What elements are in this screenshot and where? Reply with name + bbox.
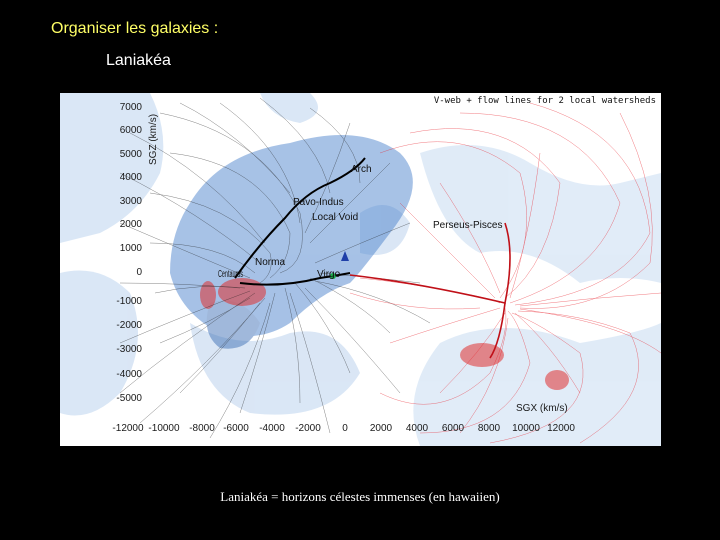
perseus-pisces-flow-lines — [349, 102, 661, 444]
laniakea-basin — [170, 135, 413, 349]
y-tick: 2000 — [120, 219, 143, 230]
y-axis-label: SGZ (km/s) — [148, 114, 159, 165]
flow-lines-plot: Arch Pavo-Indus Local Void Perseus-Pisce… — [60, 93, 661, 446]
x-tick: -2000 — [295, 423, 321, 434]
y-ticks: 7000 6000 5000 4000 3000 2000 1000 0 -10… — [116, 102, 142, 404]
figure-header: V-web + flow lines for 2 local watershed… — [434, 96, 656, 106]
y-tick: -2000 — [116, 320, 142, 331]
void-regions — [60, 93, 661, 446]
x-tick: 10000 — [512, 423, 540, 434]
label-virgo: Virgo — [317, 269, 341, 280]
x-ticks: -12000 -10000 -8000 -6000 -4000 -2000 0 … — [112, 423, 575, 434]
x-tick: -8000 — [189, 423, 215, 434]
label-local-void: Local Void — [312, 212, 358, 223]
y-tick: -4000 — [116, 369, 142, 380]
label-arch: Arch — [351, 164, 372, 175]
y-tick: 7000 — [120, 102, 143, 113]
laniakea-flow-lines — [119, 97, 431, 439]
label-perseus-pisces: Perseus-Pisces — [433, 220, 502, 231]
y-tick: -1000 — [116, 296, 142, 307]
label-centaurus: Centaurus — [218, 269, 243, 280]
x-tick: 4000 — [406, 423, 429, 434]
x-tick: 8000 — [478, 423, 501, 434]
slide-subtitle: Laniakéa — [106, 52, 171, 69]
y-tick: 6000 — [120, 125, 143, 136]
perseus-pisces-filament — [349, 222, 511, 359]
y-tick: 3000 — [120, 196, 143, 207]
x-tick: -10000 — [148, 423, 180, 434]
x-tick: -12000 — [112, 423, 144, 434]
x-tick: -6000 — [223, 423, 249, 434]
label-pavo-indus: Pavo-Indus — [293, 197, 344, 208]
flow-lines-figure: Arch Pavo-Indus Local Void Perseus-Pisce… — [60, 93, 661, 446]
y-tick: -3000 — [116, 344, 142, 355]
y-tick: 4000 — [120, 172, 143, 183]
x-tick: 12000 — [547, 423, 575, 434]
virgo-marker — [330, 273, 336, 279]
y-tick: 5000 — [120, 149, 143, 160]
slide-caption: Laniakéa = horizons célestes immenses (e… — [220, 489, 500, 504]
x-tick: 2000 — [370, 423, 393, 434]
x-tick: 0 — [342, 423, 348, 434]
perseus-pisces-regions — [200, 278, 569, 390]
x-tick: 6000 — [442, 423, 465, 434]
y-tick: 1000 — [120, 243, 143, 254]
slide-title: Organiser les galaxies : — [51, 20, 219, 37]
y-tick: -5000 — [116, 393, 142, 404]
y-tick: 0 — [136, 267, 142, 278]
x-tick: -4000 — [259, 423, 285, 434]
label-norma: Norma — [255, 257, 285, 268]
local-group-marker — [341, 251, 349, 261]
x-axis-label: SGX (km/s) — [516, 403, 568, 414]
main-filament — [234, 157, 366, 286]
structure-labels: Arch Pavo-Indus Local Void Perseus-Pisce… — [218, 164, 502, 280]
